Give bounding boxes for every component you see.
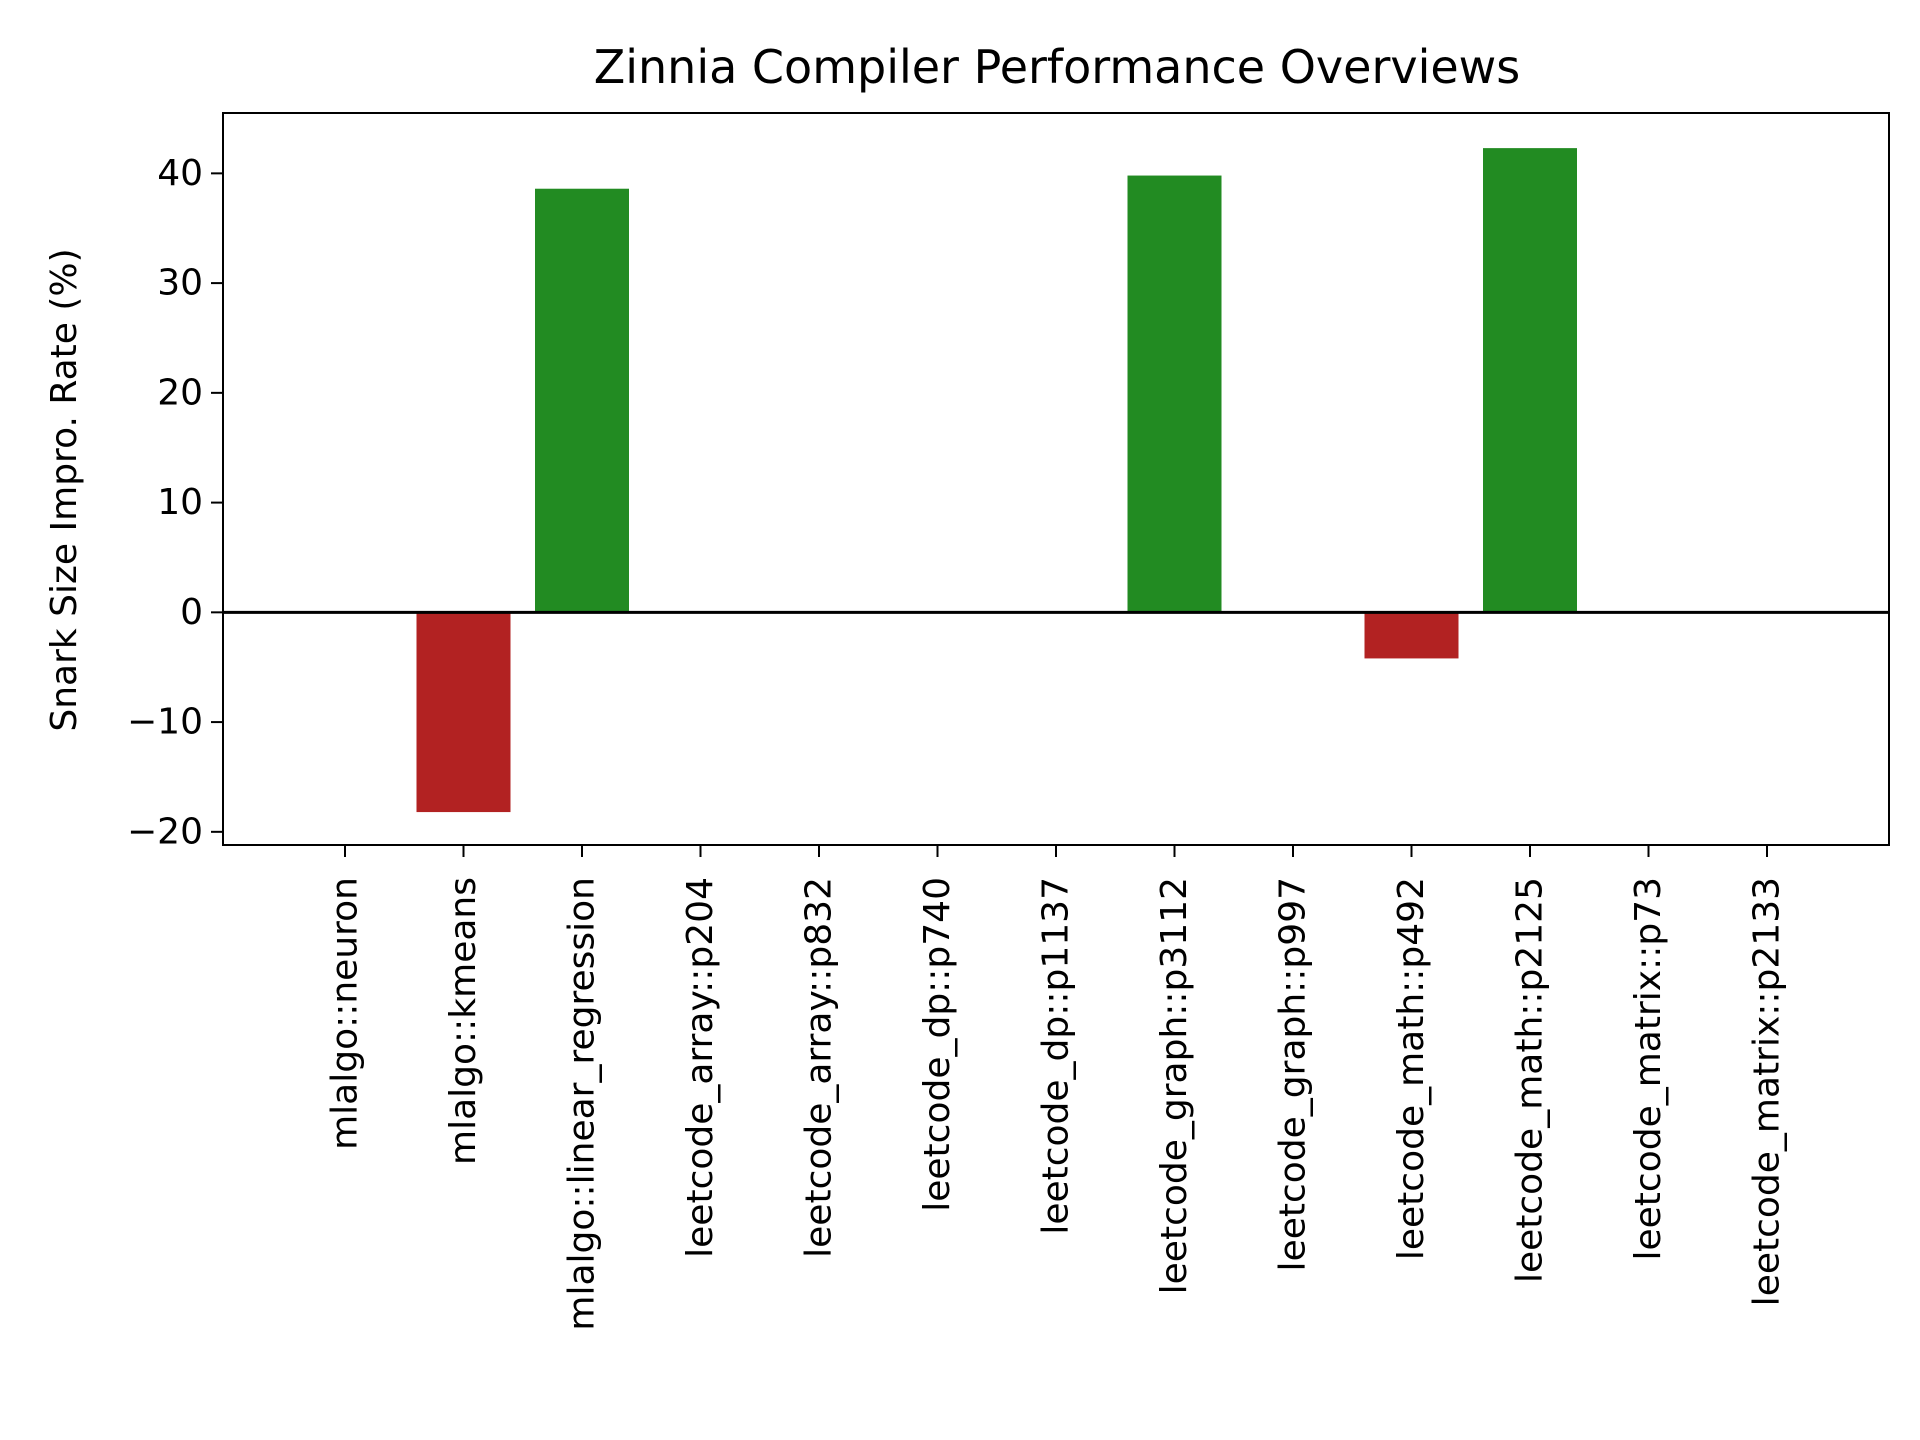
x-tick-label: leetcode_math::p492 [1391, 877, 1432, 1260]
y-axis-ticks: −20 −10 0 10 20 30 40 [127, 153, 223, 852]
y-axis-label: Snark Size Impro. Rate (%) [44, 248, 85, 731]
x-tick-label: leetcode_array::p204 [680, 877, 721, 1258]
bars-layer [416, 148, 1577, 813]
bar-8 [1127, 175, 1222, 613]
x-axis-ticks: mlalgo::neuron mlalgo::kmeans mlalgo::line… [325, 845, 1788, 1331]
chart-title: Zinnia Compiler Performance Overviews [594, 40, 1521, 94]
y-tick-label: 40 [157, 153, 203, 194]
x-tick-label: leetcode_math::p2125 [1510, 877, 1551, 1283]
y-axis-label-group: Snark Size Impro. Rate (%) [44, 248, 85, 731]
x-tick-label: leetcode_array::p832 [799, 877, 840, 1258]
y-tick-label: 0 [180, 592, 203, 633]
y-tick-label: 30 [157, 263, 203, 304]
x-tick-label: leetcode_graph::p997 [1273, 877, 1314, 1271]
y-tick-label: 20 [157, 372, 203, 413]
x-tick-label: leetcode_matrix::p73 [1628, 877, 1669, 1261]
y-tick-label: 10 [157, 482, 203, 523]
x-tick-label: leetcode_matrix::p2133 [1747, 877, 1788, 1306]
bar-11 [1483, 148, 1577, 613]
x-tick-label: leetcode_graph::p3112 [1154, 877, 1195, 1294]
x-tick-label: leetcode_dp::p1137 [1036, 877, 1077, 1235]
bar-3 [535, 188, 629, 613]
x-tick-label: mlalgo::linear_regression [562, 877, 603, 1331]
x-tick-label: mlalgo::neuron [325, 877, 366, 1150]
x-tick-label: mlalgo::kmeans [443, 877, 484, 1165]
y-tick-label: −10 [127, 702, 203, 743]
y-tick-label: −20 [127, 811, 203, 852]
bar-2 [416, 612, 511, 813]
x-tick-label: leetcode_dp::p740 [917, 877, 958, 1212]
bar-10 [1364, 612, 1459, 659]
